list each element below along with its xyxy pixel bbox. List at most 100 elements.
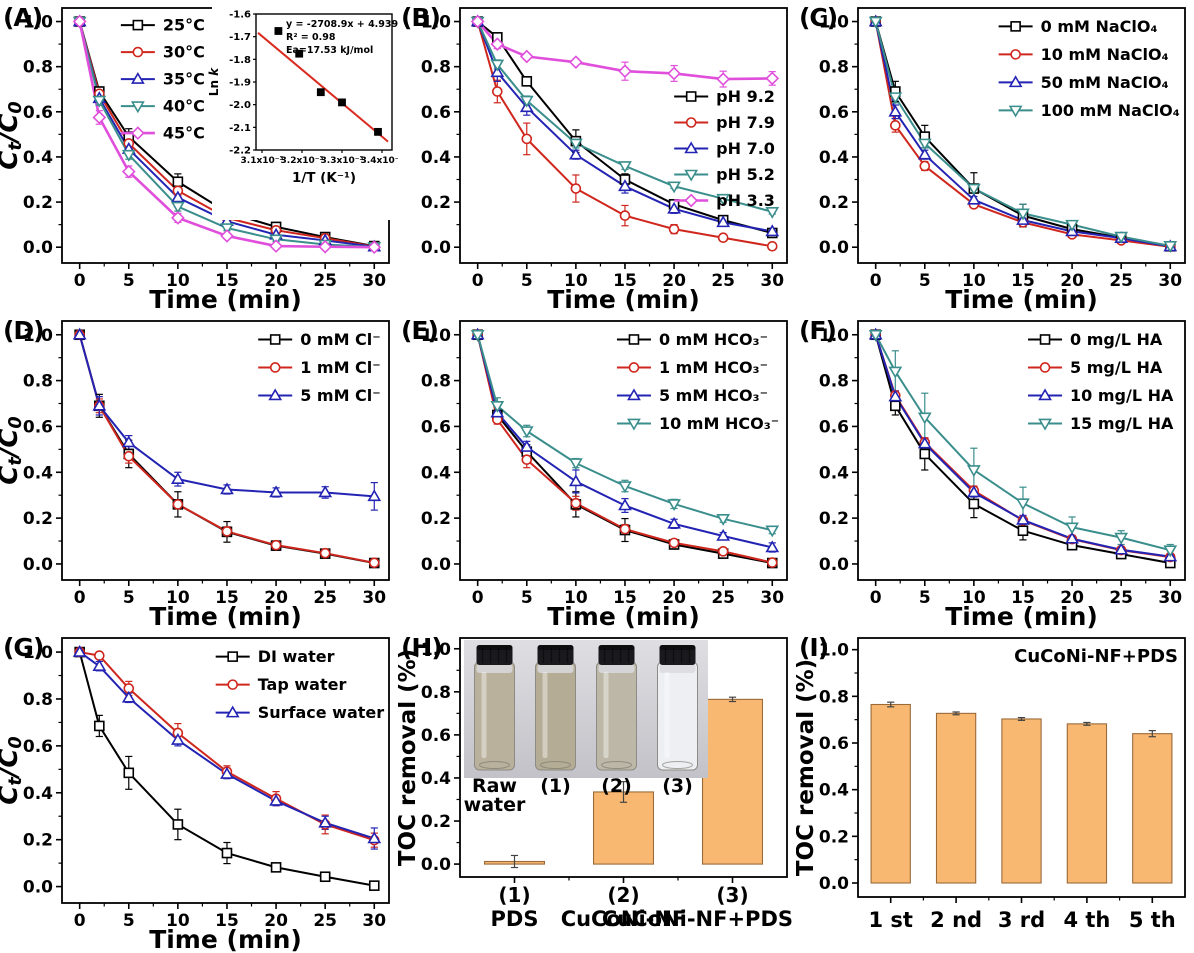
svg-text:10: 10 <box>962 271 986 291</box>
svg-text:1 mM Cl⁻: 1 mM Cl⁻ <box>300 358 381 377</box>
svg-text:0 mg/L HA: 0 mg/L HA <box>1070 330 1163 349</box>
svg-text:5 mM HCO₃⁻: 5 mM HCO₃⁻ <box>659 386 768 405</box>
panel-d-tag: (D) <box>3 316 45 345</box>
svg-text:Time (min): Time (min) <box>945 285 1098 313</box>
svg-text:1.0: 1.0 <box>23 326 53 346</box>
svg-text:(2): (2) <box>607 883 639 907</box>
panel-a: (A) 0 5 10 15 20 25 30 0.0 0.2 0.4 0.6 0.8 1.0 Time (… <box>0 0 398 313</box>
arrhenius-inset: 3.1x10⁻³3.2x10⁻³3.3x10⁻³3.4x10⁻³ -1.6 -1.7… <box>207 6 398 220</box>
svg-text:Ct/C0: Ct/C0 <box>0 101 26 169</box>
svg-text:Ln k: Ln k <box>207 67 221 96</box>
svg-text:pH 7.9: pH 7.9 <box>716 113 775 132</box>
svg-text:0.6: 0.6 <box>23 103 53 123</box>
svg-text:30°C: 30°C <box>163 43 205 62</box>
svg-text:30: 30 <box>1158 271 1182 291</box>
svg-text:5 mM Cl⁻: 5 mM Cl⁻ <box>300 386 381 405</box>
svg-text:0 mM HCO₃⁻: 0 mM HCO₃⁻ <box>659 330 768 349</box>
svg-text:CuCoNi-NF+PDS: CuCoNi-NF+PDS <box>1014 646 1178 667</box>
svg-text:10: 10 <box>166 588 190 608</box>
svg-text:TOC removal (%): TOC removal (%) <box>796 659 819 876</box>
svg-text:0.4: 0.4 <box>421 769 451 789</box>
svg-text:1.0: 1.0 <box>819 13 849 33</box>
svg-text:1.0: 1.0 <box>421 640 451 660</box>
svg-text:5 th: 5 th <box>1129 908 1176 932</box>
svg-text:y = -2708.9x + 4.939: y = -2708.9x + 4.939 <box>286 19 398 30</box>
svg-text:1.0: 1.0 <box>421 326 451 346</box>
panel-f: (F) 0 5 10 15 20 25 30 0.0 0.2 0.4 0.6 0.8 1.0 Time (… <box>796 313 1194 630</box>
svg-text:CuCoNi-NF: CuCoNi-NF <box>561 907 687 931</box>
svg-text:15: 15 <box>613 271 637 291</box>
svg-text:0.6: 0.6 <box>23 417 53 437</box>
svg-text:0 mM Cl⁻: 0 mM Cl⁻ <box>300 330 381 349</box>
svg-text:0.4: 0.4 <box>23 784 53 804</box>
svg-text:100 mM NaClO₄: 100 mM NaClO₄ <box>1041 101 1180 120</box>
svg-text:30: 30 <box>362 588 386 608</box>
svg-text:Time (min): Time (min) <box>547 602 700 630</box>
svg-text:25: 25 <box>313 911 337 931</box>
panel-d-chart: 0 5 10 15 20 25 30 0.0 0.2 0.4 0.6 0.8 1.0 Time (min)… <box>0 320 390 630</box>
svg-text:CuCoNi-NF+PDS: CuCoNi-NF+PDS <box>602 907 793 931</box>
svg-text:TOC removal (%): TOC removal (%) <box>398 649 421 866</box>
svg-text:0.2: 0.2 <box>421 193 451 213</box>
svg-text:R² = 0.98: R² = 0.98 <box>286 32 336 43</box>
svg-text:0.4: 0.4 <box>819 781 849 801</box>
svg-text:25: 25 <box>711 271 735 291</box>
panel-h-tag: (H) <box>401 633 443 662</box>
svg-text:30: 30 <box>362 271 386 291</box>
svg-text:3.1x10⁻³: 3.1x10⁻³ <box>241 156 284 166</box>
svg-text:-1.9: -1.9 <box>229 78 251 89</box>
svg-text:10: 10 <box>564 271 588 291</box>
svg-text:20: 20 <box>662 271 686 291</box>
svg-text:Ct/C0: Ct/C0 <box>0 736 26 804</box>
svg-text:3.2x10⁻³: 3.2x10⁻³ <box>281 156 324 166</box>
svg-text:10 mM HCO₃⁻: 10 mM HCO₃⁻ <box>659 414 779 433</box>
panel-c-tag: (C) <box>799 3 838 32</box>
panel-f-tag: (F) <box>799 316 837 345</box>
svg-text:0.0: 0.0 <box>421 855 451 875</box>
svg-text:3.4x10⁻³: 3.4x10⁻³ <box>361 156 398 166</box>
svg-text:0.6: 0.6 <box>819 417 849 437</box>
svg-text:0.8: 0.8 <box>421 58 451 78</box>
svg-text:0.4: 0.4 <box>421 463 451 483</box>
svg-text:-1.6: -1.6 <box>229 10 251 21</box>
svg-text:10: 10 <box>962 588 986 608</box>
svg-text:0.8: 0.8 <box>23 690 53 710</box>
panel-h: (H) 0.0 0.2 0.4 0.6 0.8 1.0 TOC removal (%) (1)… <box>398 630 796 953</box>
svg-text:1.0: 1.0 <box>421 13 451 33</box>
svg-text:25: 25 <box>313 588 337 608</box>
svg-text:0.2: 0.2 <box>421 509 451 529</box>
svg-text:0.4: 0.4 <box>23 148 53 168</box>
svg-text:20: 20 <box>264 911 288 931</box>
svg-text:30: 30 <box>1158 588 1182 608</box>
svg-text:Time (min): Time (min) <box>149 285 302 313</box>
svg-text:25: 25 <box>1109 588 1133 608</box>
svg-text:3 rd: 3 rd <box>998 908 1045 932</box>
svg-text:4 th: 4 th <box>1063 908 1110 932</box>
svg-text:PDS: PDS <box>491 907 539 931</box>
svg-text:0: 0 <box>74 911 86 931</box>
svg-text:10 mM NaClO₄: 10 mM NaClO₄ <box>1041 45 1169 64</box>
svg-text:0.8: 0.8 <box>421 372 451 392</box>
svg-text:25°C: 25°C <box>163 16 205 35</box>
svg-text:5: 5 <box>521 271 533 291</box>
svg-text:5: 5 <box>919 271 931 291</box>
svg-text:0.2: 0.2 <box>421 812 451 832</box>
svg-text:(2): (2) <box>601 775 632 797</box>
svg-text:10 mg/L HA: 10 mg/L HA <box>1070 386 1174 405</box>
panel-b: (B) 0 5 10 15 20 25 30 0.0 0.2 0.4 0.6 0.8 1.0 Time (… <box>398 0 796 313</box>
svg-text:10: 10 <box>564 588 588 608</box>
svg-text:0: 0 <box>74 588 86 608</box>
panel-f-chart: 0 5 10 15 20 25 30 0.0 0.2 0.4 0.6 0.8 1.0 Time (min)… <box>819 320 1186 630</box>
svg-text:0.0: 0.0 <box>819 874 849 894</box>
panel-e: (E) 0 5 10 15 20 25 30 0.0 0.2 0.4 0.6 0.8 1.0 Time (… <box>398 313 796 630</box>
svg-text:10: 10 <box>166 911 190 931</box>
svg-text:15: 15 <box>613 588 637 608</box>
svg-text:(3): (3) <box>662 775 693 797</box>
svg-text:5: 5 <box>123 588 135 608</box>
svg-text:Ct/C0: Ct/C0 <box>0 416 26 484</box>
svg-text:0.6: 0.6 <box>819 103 849 123</box>
svg-text:50 mM NaClO₄: 50 mM NaClO₄ <box>1041 73 1169 92</box>
